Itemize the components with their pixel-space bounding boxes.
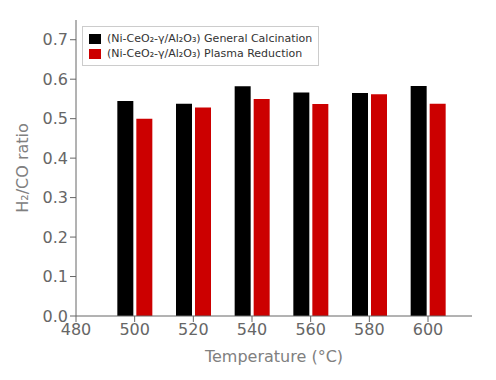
svg-text:H₂/CO ratio: H₂/CO ratio xyxy=(13,123,32,213)
svg-text:540: 540 xyxy=(237,320,268,339)
svg-text:520: 520 xyxy=(178,320,209,339)
svg-text:560: 560 xyxy=(295,320,326,339)
svg-text:0.5: 0.5 xyxy=(43,109,68,128)
svg-text:500: 500 xyxy=(119,320,150,339)
svg-text:0.0: 0.0 xyxy=(43,307,68,326)
svg-text:0.1: 0.1 xyxy=(43,267,68,286)
html-text:(Ni-CeO₂-γ/Al₂O₃) General Calc: (Ni-CeO₂-γ/Al₂O₃) General Calcination xyxy=(107,32,313,45)
svg-text:0.7: 0.7 xyxy=(43,30,68,49)
svg-text:0.3: 0.3 xyxy=(43,188,68,207)
svg-text:480: 480 xyxy=(60,320,92,340)
html-text:(Ni-CeO₂-γ/Al₂O₃) Plasma Reduc: (Ni-CeO₂-γ/Al₂O₃) Plasma Reduction xyxy=(107,47,303,60)
svg-text:Temperature (°C): Temperature (°C) xyxy=(204,347,343,366)
svg-text:0.4: 0.4 xyxy=(43,149,68,168)
svg-text:0.2: 0.2 xyxy=(43,228,68,247)
svg-text:0.6: 0.6 xyxy=(43,70,68,89)
svg-text:580: 580 xyxy=(354,320,385,339)
svg-text:600: 600 xyxy=(413,320,444,339)
